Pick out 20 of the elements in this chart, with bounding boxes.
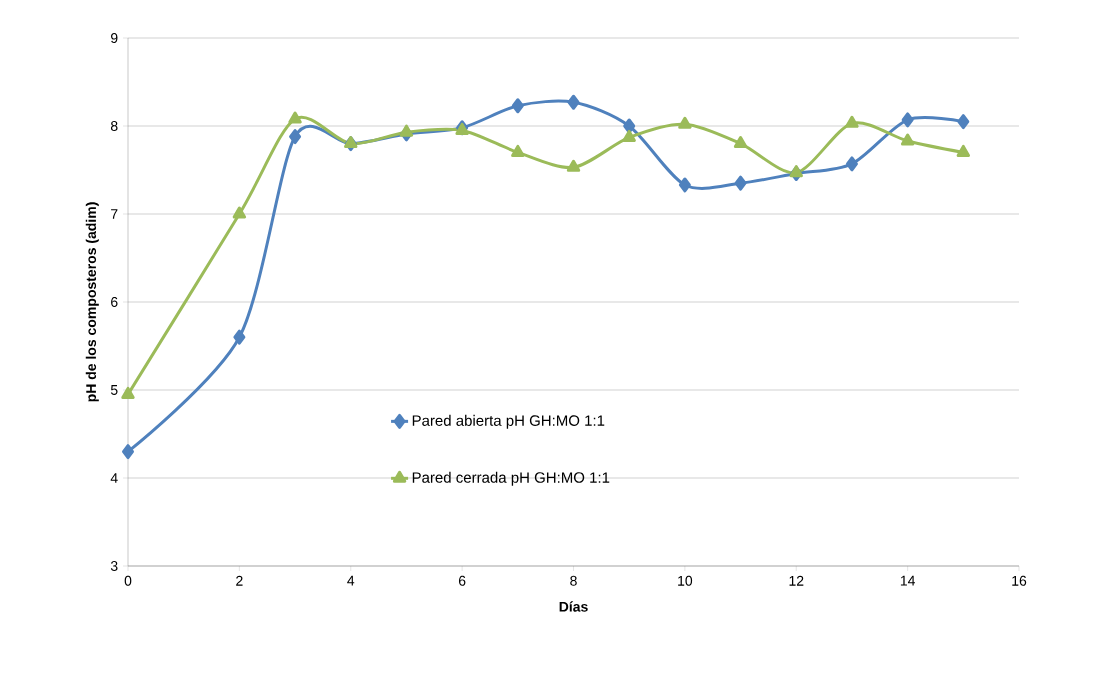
- y-tick-label: 6: [111, 297, 118, 307]
- legend-label: Pared cerrada pH GH:MO 1:1: [412, 471, 610, 486]
- y-tick-label: 9: [111, 33, 118, 43]
- y-tick-label: 4: [110, 473, 118, 483]
- x-tick-label: 10: [678, 575, 693, 586]
- y-tick-label: 7: [111, 209, 118, 219]
- y-tick-label: 5: [110, 385, 118, 395]
- y-tick-label: 8: [110, 121, 118, 131]
- x-tick-label: 16: [1012, 575, 1027, 586]
- x-tick-label: 4: [347, 575, 355, 586]
- x-axis-title: Días: [559, 601, 588, 612]
- y-tick-label: 3: [110, 561, 118, 571]
- x-tick-label: 14: [900, 575, 916, 586]
- y-axis-title: pH de los composteros (adim): [85, 202, 99, 402]
- x-tick-label: 12: [789, 575, 804, 586]
- legend-label: Pared abierta pH GH:MO 1:1: [412, 414, 605, 429]
- x-tick-label: 8: [570, 575, 577, 586]
- x-tick-label: 6: [458, 575, 466, 586]
- x-tick-label: 2: [236, 575, 243, 586]
- x-tick-label: 0: [124, 575, 132, 586]
